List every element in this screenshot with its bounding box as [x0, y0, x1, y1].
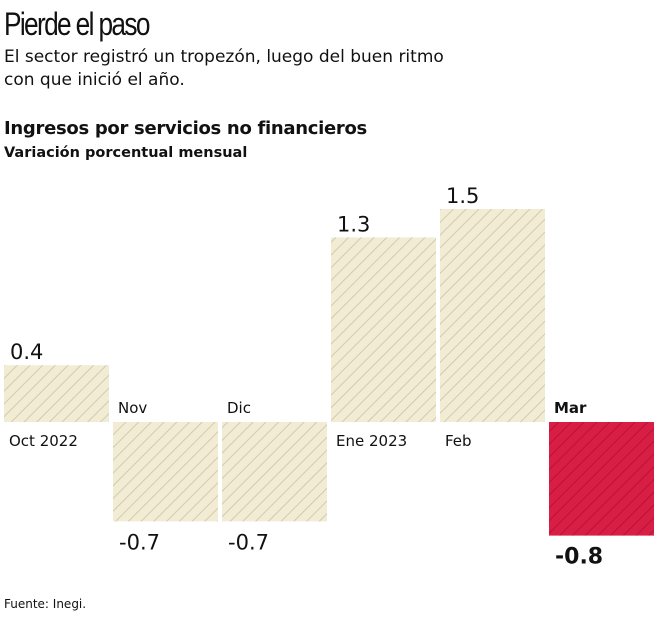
page-subtitle: El sector registró un tropezón, luego de…	[4, 47, 444, 90]
bar-4	[440, 209, 545, 422]
value-label-2: -0.7	[228, 530, 269, 554]
chart-subtitle: Variación porcentual mensual	[4, 145, 248, 161]
value-label-1: -0.7	[119, 530, 160, 554]
value-label-4: 1.5	[446, 184, 479, 208]
value-label-0: 0.4	[10, 340, 43, 364]
category-label-4: Feb	[445, 432, 472, 450]
value-label-5: -0.8	[555, 545, 603, 570]
bar-2	[222, 422, 327, 522]
chart-title: Ingresos por servicios no financieros	[4, 118, 367, 139]
bar-1	[113, 422, 218, 522]
bar-3	[331, 237, 436, 422]
source-note: Fuente: Inegi.	[4, 597, 87, 611]
bar-5	[549, 422, 654, 536]
value-label-3: 1.3	[337, 212, 370, 236]
category-label-0: Oct 2022	[9, 432, 78, 450]
page-title: Pierde el paso	[4, 6, 150, 42]
category-label-3: Ene 2023	[336, 432, 407, 450]
category-label-5: Mar	[554, 399, 587, 417]
category-label-2: Dic	[227, 399, 251, 417]
category-label-1: Nov	[118, 399, 147, 417]
bar-0	[4, 365, 109, 422]
